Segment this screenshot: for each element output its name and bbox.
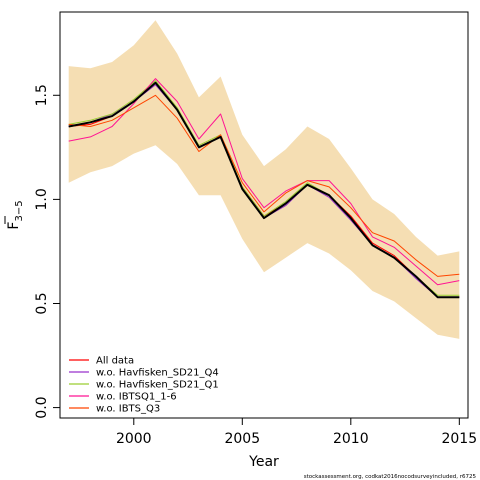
y-tick-label: 0.0 (34, 396, 50, 418)
legend-label: All data (96, 356, 134, 367)
series-line-5 (68, 94, 460, 277)
y-axis-title: F3−5 (4, 200, 25, 230)
confidence-band-layer (68, 20, 460, 339)
legend-label: w.o. Havfisken_SD21_Q1 (96, 380, 219, 391)
main-estimate-line (68, 81, 460, 299)
series-line-4 (68, 78, 460, 286)
x-tick-label: 2015 (441, 431, 477, 447)
y-tick-label: 1.0 (34, 188, 50, 210)
x-tick-label: 2000 (116, 431, 152, 447)
main-estimate-layer (68, 81, 460, 299)
confidence-band (68, 20, 460, 339)
x-tick-label: 2005 (224, 431, 260, 447)
y-tick-label: 1.5 (34, 84, 50, 106)
legend-label: w.o. IBTS_Q3 (96, 404, 160, 415)
legend-label: w.o. IBTSQ1_1-6 (96, 392, 177, 403)
x-axis-title: Year (248, 454, 279, 470)
legend-label: w.o. Havfisken_SD21_Q4 (96, 368, 219, 379)
x-tick-label: 2010 (333, 431, 369, 447)
y-axis-title-sub: 3−5 (14, 200, 25, 221)
y-tick-label: 0.5 (34, 292, 50, 314)
x-axis: 2000 2005 2010 2015 (116, 417, 477, 447)
svg-text:F3−5: F3−5 (6, 200, 25, 229)
y-axis: 0.0 0.5 1.0 1.5 (34, 84, 61, 419)
y-axis-title-main: F (6, 222, 22, 230)
footer-note: stockassessment.org, codkat2016nocodsurv… (304, 474, 477, 480)
